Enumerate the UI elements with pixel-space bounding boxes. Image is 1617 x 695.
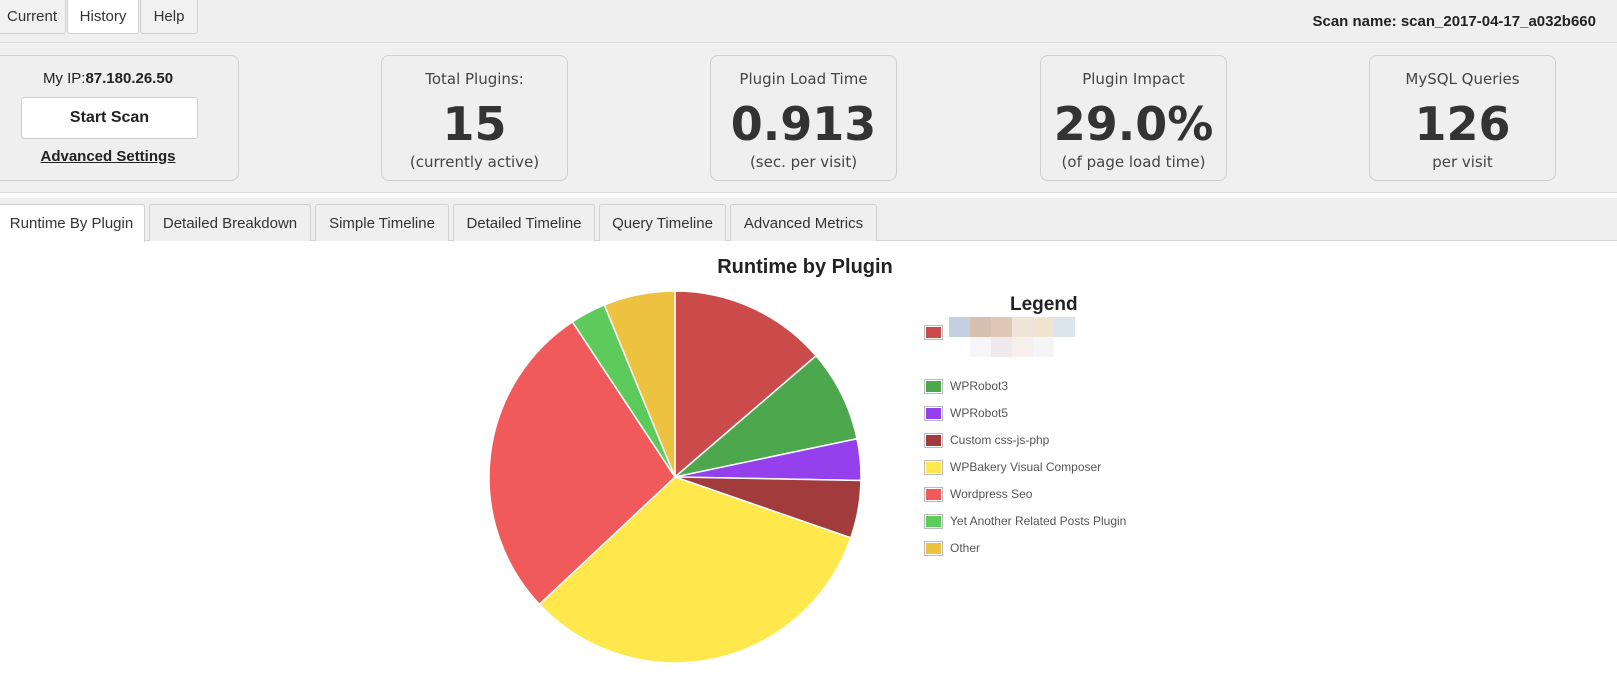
stat-label: Plugin Load Time <box>739 70 868 88</box>
stat-value: 126 <box>1414 97 1511 151</box>
tab-query-timeline[interactable]: Query Timeline <box>599 204 726 241</box>
legend-swatch <box>924 324 943 340</box>
stat-sub: (currently active) <box>409 153 540 171</box>
advanced-settings-link[interactable]: Advanced Settings <box>40 148 176 165</box>
scan-controls: My IP:87.180.26.50 Start Scan Advanced S… <box>0 55 239 181</box>
legend-title: Legend <box>1010 294 1078 315</box>
legend-label: WPRobot3 <box>950 379 1009 393</box>
tab-simple-timeline[interactable]: Simple Timeline <box>315 204 449 241</box>
my-ip: My IP:87.180.26.50 <box>0 70 218 87</box>
stats-panel: My IP:87.180.26.50 Start Scan Advanced S… <box>0 43 1617 193</box>
tab-runtime-by-plugin[interactable]: Runtime By Plugin <box>0 204 145 242</box>
pie-slice-wordpress-seo <box>488 320 676 606</box>
my-ip-value: 87.180.26.50 <box>85 70 174 87</box>
stat-value: 29.0% <box>1053 97 1214 151</box>
scan-name: Scan name: scan_2017-04-17_a032b660 <box>1312 13 1596 30</box>
legend-label: WPRobot5 <box>950 406 1009 420</box>
top-menu-bar: Current History Help Scan name: scan_201… <box>0 0 1617 43</box>
stat-value: 0.913 <box>730 97 877 151</box>
legend-label: Custom css-js-php <box>950 433 1050 447</box>
legend-label: Yet Another Related Posts Plugin <box>950 514 1127 528</box>
menu-current[interactable]: Current <box>0 0 66 34</box>
stat-plugin-load-time: Plugin Load Time 0.913 (sec. per visit) <box>710 55 897 181</box>
legend-swatch <box>924 540 943 556</box>
legend-swatch <box>924 378 943 394</box>
legend-label: Wordpress Seo <box>950 487 1033 501</box>
stat-label: MySQL Queries <box>1405 70 1520 88</box>
chart-area: Runtime by Plugin Legend WPRobot3 WPRobot… <box>0 242 1617 695</box>
legend-label: Other <box>950 541 981 555</box>
menu-help[interactable]: Help <box>140 0 198 34</box>
runtime-pie-chart <box>488 290 862 664</box>
stat-label: Plugin Impact <box>1082 70 1185 88</box>
legend-item: WPRobot5 <box>924 404 1008 422</box>
legend-swatch <box>924 513 943 529</box>
legend-item: WPBakery Visual Composer <box>924 458 1101 476</box>
legend-swatch <box>924 405 943 421</box>
stat-mysql-queries: MySQL Queries 126 per visit <box>1369 55 1556 181</box>
legend-swatch <box>924 486 943 502</box>
tab-detailed-breakdown[interactable]: Detailed Breakdown <box>149 204 311 241</box>
menu-history[interactable]: History <box>67 0 139 34</box>
legend-swatch <box>924 432 943 448</box>
legend-item: WPRobot3 <box>924 377 1008 395</box>
pie-slice-other <box>603 290 676 478</box>
pie-slice-wpbakery-visual-composer <box>538 476 852 664</box>
legend-item: Wordpress Seo <box>924 485 1032 503</box>
stat-sub: per visit <box>1432 153 1493 171</box>
legend-item: Yet Another Related Posts Plugin <box>924 512 1126 530</box>
chart-title: Runtime by Plugin <box>717 256 893 278</box>
tab-bar: Runtime By Plugin Detailed Breakdown Sim… <box>0 198 1617 242</box>
legend-swatch <box>924 459 943 475</box>
start-scan-button[interactable]: Start Scan <box>21 97 198 139</box>
my-ip-label: My IP: <box>42 70 86 87</box>
stat-value: 15 <box>442 97 507 151</box>
legend-item <box>924 323 950 341</box>
legend-item: Other <box>924 539 980 557</box>
legend-item: Custom css-js-php <box>924 431 1049 449</box>
tab-detailed-timeline[interactable]: Detailed Timeline <box>453 204 595 241</box>
stat-sub: (sec. per visit) <box>749 153 858 171</box>
stat-sub: (of page load time) <box>1061 153 1206 171</box>
legend-label: WPBakery Visual Composer <box>950 460 1102 474</box>
pie-slice-wprobot3 <box>674 354 858 478</box>
redacted-legend-label <box>949 317 1075 357</box>
tab-advanced-metrics[interactable]: Advanced Metrics <box>730 204 877 241</box>
pie-slice-redacted <box>674 290 818 479</box>
stat-label: Total Plugins: <box>425 70 524 88</box>
stat-plugin-impact: Plugin Impact 29.0% (of page load time) <box>1040 55 1227 181</box>
stat-total-plugins: Total Plugins: 15 (currently active) <box>381 55 568 181</box>
